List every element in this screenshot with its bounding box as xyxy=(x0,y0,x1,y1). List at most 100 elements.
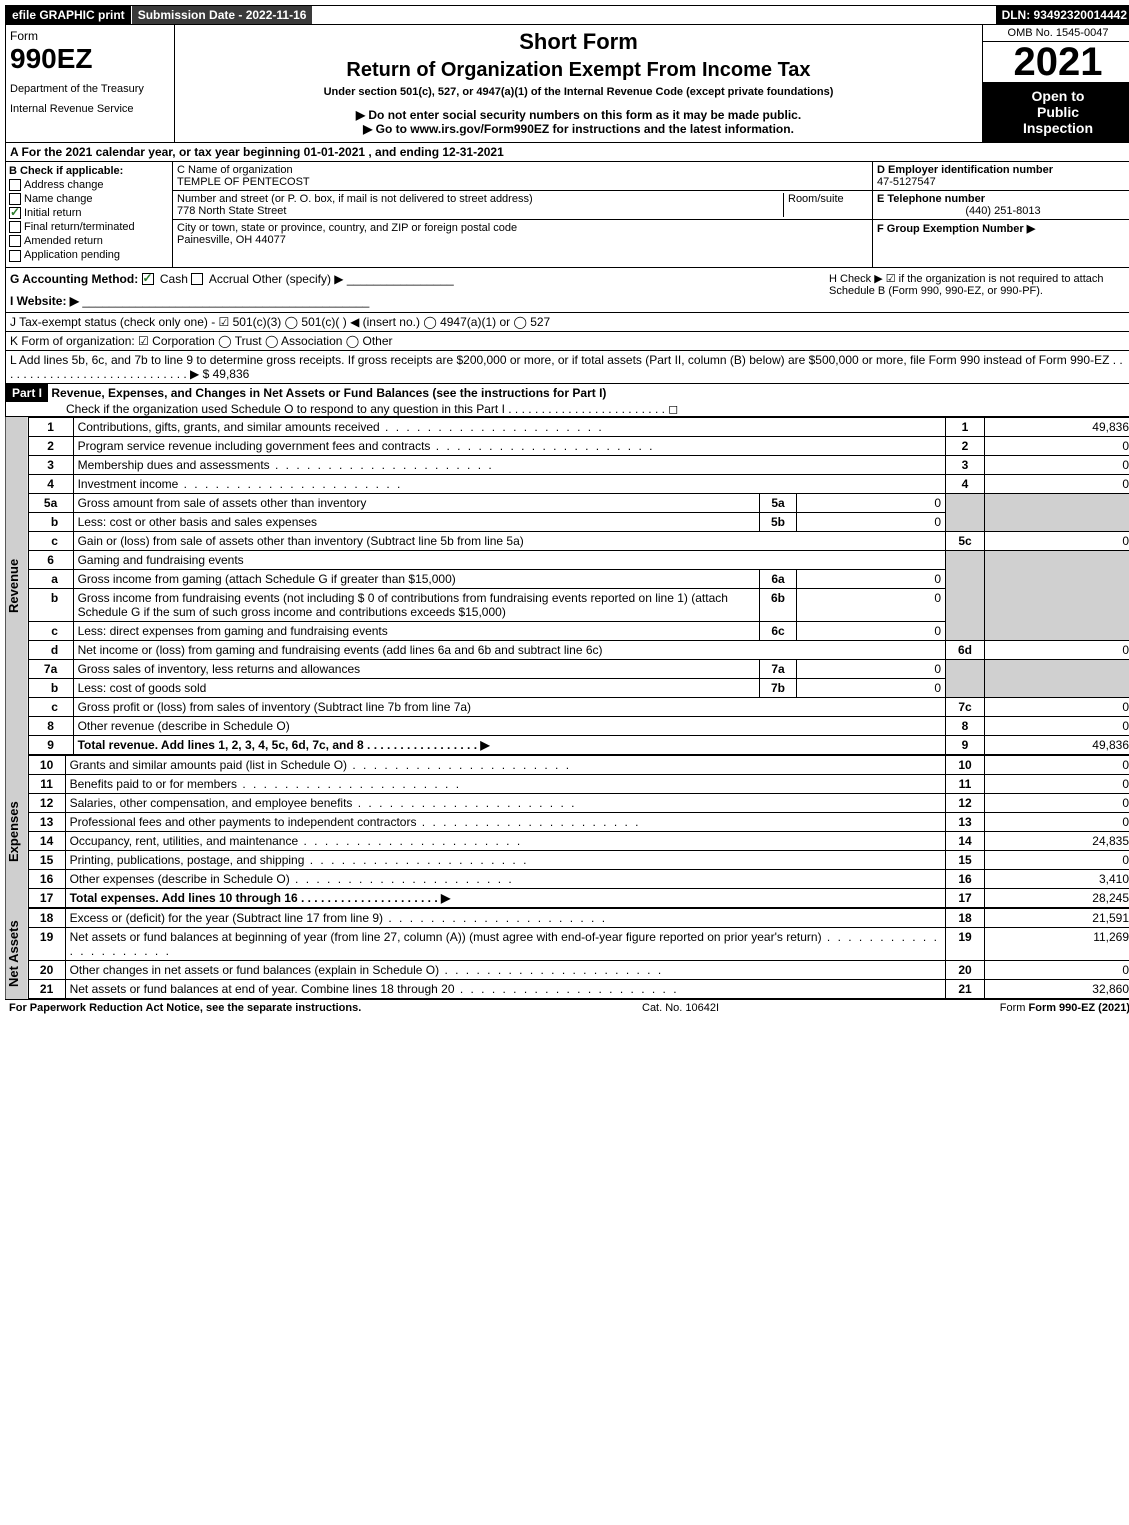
line20-desc: Other changes in net assets or fund bala… xyxy=(65,960,945,979)
line7c-rno: 7c xyxy=(946,697,985,716)
line7c-desc: Gross profit or (loss) from sales of inv… xyxy=(73,697,945,716)
line6c-desc: Less: direct expenses from gaming and fu… xyxy=(73,621,759,640)
line5b-no: b xyxy=(28,512,73,531)
label-amended-return: Amended return xyxy=(24,235,103,247)
label-name-change: Name change xyxy=(24,193,93,205)
line17-desc-text: Total expenses. Add lines 10 through 16 … xyxy=(70,891,451,905)
line3-val: 0 xyxy=(985,455,1129,474)
line7-shade xyxy=(946,659,985,697)
note-link[interactable]: ▶ Go to www.irs.gov/Form990EZ for instru… xyxy=(179,122,978,136)
line21-desc: Net assets or fund balances at end of ye… xyxy=(65,979,945,998)
line10-desc: Grants and similar amounts paid (list in… xyxy=(65,755,945,774)
line8-desc: Other revenue (describe in Schedule O) xyxy=(73,716,945,735)
line6-shade xyxy=(946,550,985,640)
line6c-no: c xyxy=(28,621,73,640)
line6a-no: a xyxy=(28,569,73,588)
line2-desc: Program service revenue including govern… xyxy=(73,436,945,455)
line9-rno: 9 xyxy=(946,735,985,754)
line19-val: 11,269 xyxy=(985,927,1129,960)
dept-treasury: Department of the Treasury xyxy=(10,83,170,95)
label-address-change: Address change xyxy=(24,179,104,191)
line12-desc: Salaries, other compensation, and employ… xyxy=(65,793,945,812)
part1-label: Part I xyxy=(6,384,48,402)
checkbox-amended-return[interactable] xyxy=(9,235,21,247)
line11-rno: 11 xyxy=(946,774,985,793)
checkbox-accrual[interactable] xyxy=(191,273,203,285)
line1-val: 49,836 xyxy=(985,417,1129,436)
line12-rno: 12 xyxy=(946,793,985,812)
line5b-subno: 5b xyxy=(760,512,797,531)
side-label-expenses: Expenses xyxy=(6,755,28,908)
line2-no: 2 xyxy=(28,436,73,455)
line4-no: 4 xyxy=(28,474,73,493)
row-l-gross-receipts: L Add lines 5b, 6c, and 7b to line 9 to … xyxy=(5,351,1129,384)
line14-no: 14 xyxy=(28,831,65,850)
net-assets-section: Net Assets 18Excess or (deficit) for the… xyxy=(5,908,1129,999)
line9-desc: Total revenue. Add lines 1, 2, 3, 4, 5c,… xyxy=(73,735,945,754)
open-line1: Open to xyxy=(985,88,1129,104)
line4-val: 0 xyxy=(985,474,1129,493)
line8-val: 0 xyxy=(985,716,1129,735)
label-cash: Cash xyxy=(160,272,188,286)
line2-val: 0 xyxy=(985,436,1129,455)
revenue-table: 1Contributions, gifts, grants, and simil… xyxy=(28,417,1129,755)
line3-desc: Membership dues and assessments xyxy=(73,455,945,474)
dept-irs: Internal Revenue Service xyxy=(10,103,170,115)
line4-desc: Investment income xyxy=(73,474,945,493)
line16-rno: 16 xyxy=(946,869,985,888)
line18-rno: 18 xyxy=(946,908,985,927)
line1-desc: Contributions, gifts, grants, and simila… xyxy=(73,417,945,436)
tel-value: (440) 251-8013 xyxy=(877,205,1129,217)
line15-val: 0 xyxy=(985,850,1129,869)
line16-desc: Other expenses (describe in Schedule O) xyxy=(65,869,945,888)
line15-rno: 15 xyxy=(946,850,985,869)
line18-val: 21,591 xyxy=(985,908,1129,927)
line13-val: 0 xyxy=(985,812,1129,831)
line4-rno: 4 xyxy=(946,474,985,493)
line15-desc: Printing, publications, postage, and shi… xyxy=(65,850,945,869)
line5-shade xyxy=(946,493,985,531)
subtitle: Under section 501(c), 527, or 4947(a)(1)… xyxy=(179,86,978,98)
checkbox-application-pending[interactable] xyxy=(9,250,21,262)
section-a-text: A For the 2021 calendar year, or tax yea… xyxy=(10,145,504,159)
line6c-subval: 0 xyxy=(797,621,946,640)
checkbox-address-change[interactable] xyxy=(9,179,21,191)
line10-val: 0 xyxy=(985,755,1129,774)
line11-val: 0 xyxy=(985,774,1129,793)
line6b-subval: 0 xyxy=(797,588,946,621)
line6d-desc: Net income or (loss) from gaming and fun… xyxy=(73,640,945,659)
checkbox-cash[interactable] xyxy=(142,273,154,285)
line17-val: 28,245 xyxy=(985,888,1129,907)
name-label: C Name of organization xyxy=(177,164,293,176)
side-label-net-assets: Net Assets xyxy=(6,908,28,999)
column-b-checkboxes: B Check if applicable: Address change Na… xyxy=(6,162,173,267)
label-application-pending: Application pending xyxy=(24,249,120,261)
line3-rno: 3 xyxy=(946,455,985,474)
line7a-desc: Gross sales of inventory, less returns a… xyxy=(73,659,759,678)
line20-rno: 20 xyxy=(946,960,985,979)
line6d-no: d xyxy=(28,640,73,659)
line7b-subno: 7b xyxy=(760,678,797,697)
checkbox-name-change[interactable] xyxy=(9,193,21,205)
column-c-org: C Name of organization TEMPLE OF PENTECO… xyxy=(173,162,872,267)
label-other-specify: Other (specify) ▶ xyxy=(252,272,343,286)
line14-rno: 14 xyxy=(946,831,985,850)
line6a-subval: 0 xyxy=(797,569,946,588)
open-to-public: Open to Public Inspection xyxy=(983,82,1129,142)
street-label: Number and street (or P. O. box, if mail… xyxy=(177,193,533,205)
line5a-no: 5a xyxy=(28,493,73,512)
i-website-label: I Website: ▶ xyxy=(10,294,79,308)
line12-no: 12 xyxy=(28,793,65,812)
line9-val: 49,836 xyxy=(985,735,1129,754)
checkbox-initial-return[interactable] xyxy=(9,207,21,219)
checkbox-final-return[interactable] xyxy=(9,221,21,233)
efile-label[interactable]: efile GRAPHIC print xyxy=(6,6,131,24)
part1-header-row: Part I Revenue, Expenses, and Changes in… xyxy=(5,384,1129,417)
line8-rno: 8 xyxy=(946,716,985,735)
line7b-subval: 0 xyxy=(797,678,946,697)
col-b-title: B Check if applicable: xyxy=(9,165,123,177)
revenue-section: Revenue 1Contributions, gifts, grants, a… xyxy=(5,417,1129,755)
row-j-tax-exempt: J Tax-exempt status (check only one) - ☑… xyxy=(5,313,1129,332)
line7c-no: c xyxy=(28,697,73,716)
line20-val: 0 xyxy=(985,960,1129,979)
